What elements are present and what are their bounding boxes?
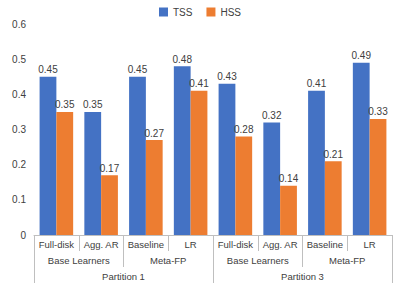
svg-text:0.14: 0.14 bbox=[279, 173, 299, 184]
svg-text:0.33: 0.33 bbox=[368, 106, 388, 117]
svg-text:Meta-FP: Meta-FP bbox=[329, 255, 365, 266]
svg-text:0.3: 0.3 bbox=[12, 124, 26, 135]
svg-text:Baseline: Baseline bbox=[307, 239, 343, 250]
svg-text:0.49: 0.49 bbox=[352, 50, 372, 61]
svg-text:0.48: 0.48 bbox=[173, 54, 193, 65]
svg-text:TSS: TSS bbox=[173, 7, 193, 18]
svg-text:0.41: 0.41 bbox=[189, 78, 209, 89]
svg-text:Full-disk: Full-disk bbox=[218, 239, 254, 250]
svg-text:0.43: 0.43 bbox=[217, 71, 237, 82]
svg-text:0.17: 0.17 bbox=[100, 163, 120, 174]
svg-text:0.35: 0.35 bbox=[55, 99, 75, 110]
svg-text:0.4: 0.4 bbox=[12, 89, 26, 100]
svg-text:Agg. AR: Agg. AR bbox=[84, 239, 119, 250]
svg-text:HSS: HSS bbox=[220, 7, 241, 18]
svg-text:LR: LR bbox=[364, 239, 376, 250]
svg-text:Partition 1: Partition 1 bbox=[102, 271, 145, 282]
svg-text:Base Learners: Base Learners bbox=[227, 255, 289, 266]
svg-text:0.6: 0.6 bbox=[12, 19, 26, 30]
svg-text:Meta-FP: Meta-FP bbox=[150, 255, 186, 266]
svg-text:Partition 3: Partition 3 bbox=[281, 271, 324, 282]
svg-text:0.27: 0.27 bbox=[145, 128, 165, 139]
svg-text:0.28: 0.28 bbox=[234, 124, 254, 135]
svg-text:0.21: 0.21 bbox=[324, 149, 344, 160]
svg-text:LR: LR bbox=[185, 239, 197, 250]
svg-text:Base Learners: Base Learners bbox=[48, 255, 110, 266]
svg-text:0.35: 0.35 bbox=[83, 99, 103, 110]
svg-text:0.2: 0.2 bbox=[12, 159, 26, 170]
svg-text:Agg. AR: Agg. AR bbox=[263, 239, 298, 250]
svg-text:0.45: 0.45 bbox=[38, 64, 58, 75]
svg-text:0.5: 0.5 bbox=[12, 54, 26, 65]
svg-text:Baseline: Baseline bbox=[128, 239, 164, 250]
svg-text:Full-disk: Full-disk bbox=[39, 239, 75, 250]
svg-text:0.32: 0.32 bbox=[262, 110, 282, 121]
svg-text:0.1: 0.1 bbox=[12, 194, 26, 205]
svg-text:0: 0 bbox=[20, 230, 26, 241]
svg-text:0.41: 0.41 bbox=[307, 78, 327, 89]
svg-text:0.45: 0.45 bbox=[128, 64, 148, 75]
